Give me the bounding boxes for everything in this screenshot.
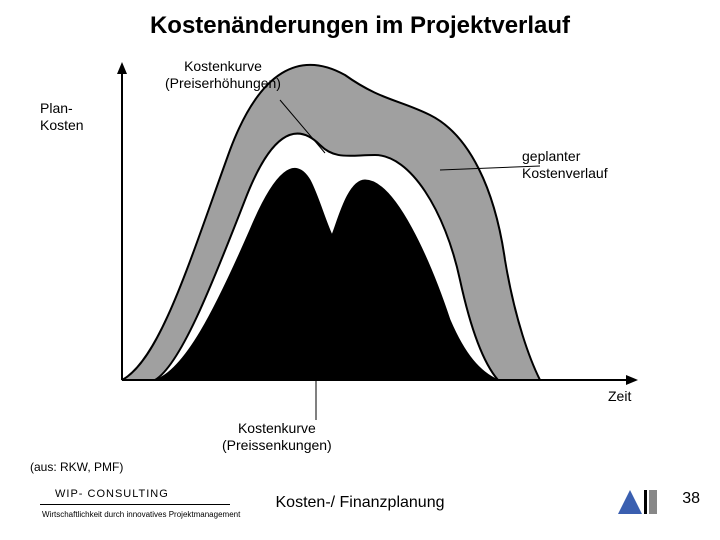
source-citation: (aus: RKW, PMF) (30, 460, 123, 474)
label-price-increase: Kostenkurve(Preiserhöhungen) (165, 58, 281, 92)
logo-triangle-icon (618, 490, 642, 514)
label-time-axis: Zeit (608, 388, 631, 404)
y-axis-arrow (117, 62, 127, 74)
footer-logo (616, 486, 660, 516)
page-number: 38 (682, 490, 700, 508)
y-axis-label: Plan-Kosten (40, 100, 84, 134)
x-axis-arrow (626, 375, 638, 385)
label-price-decrease: Kostenkurve(Preissenkungen) (222, 420, 332, 454)
cost-curve-chart (100, 60, 650, 410)
label-planned-cost: geplanterKostenverlauf (522, 148, 608, 182)
footer: WIP- CONSULTING Wirtschaftlichkeit durch… (0, 480, 720, 530)
page-title: Kostenänderungen im Projektverlauf (0, 12, 720, 40)
logo-block-icon (649, 490, 657, 514)
footer-subtitle: Kosten-/ Finanzplanung (0, 494, 720, 512)
logo-bar-icon (644, 490, 647, 514)
